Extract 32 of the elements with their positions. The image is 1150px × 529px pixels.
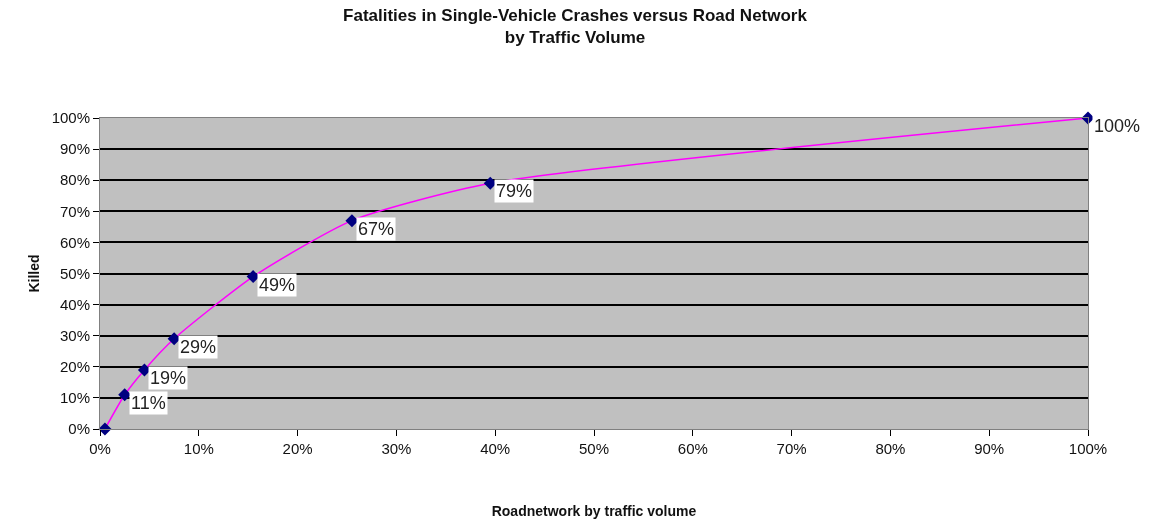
x-tick-label: 70% (776, 440, 807, 457)
x-tick-label: 60% (677, 440, 708, 457)
x-tick-label: 100% (1068, 440, 1108, 457)
y-tick-label: 50% (59, 264, 90, 282)
x-tick-label: 30% (381, 440, 412, 457)
data-label: 79% (496, 181, 533, 201)
data-label: 19% (150, 368, 187, 388)
y-tick-label: 0% (68, 420, 90, 438)
data-label: 11% (131, 393, 166, 413)
y-tick-label: 60% (59, 233, 90, 251)
x-tick-label: 10% (183, 440, 214, 457)
x-tick-label: 50% (578, 440, 610, 457)
y-tick-label: 10% (59, 389, 90, 407)
data-label: 67% (358, 219, 395, 239)
y-axis-title: Killed (26, 254, 43, 293)
x-tick-label: 40% (480, 440, 511, 457)
y-tick-label: 70% (59, 202, 90, 220)
data-label: 29% (180, 337, 217, 357)
x-tick-label: 80% (875, 440, 906, 457)
y-tick-label: 100% (51, 109, 90, 127)
x-axis-title: Roadnetwork by traffic volume (491, 503, 697, 520)
y-tick-label: 30% (59, 326, 90, 344)
y-tick-label: 90% (59, 140, 90, 158)
y-tick-label: 20% (59, 358, 90, 376)
x-tick-label: 90% (974, 440, 1005, 457)
y-tick-label: 40% (59, 295, 90, 313)
data-label: 100% (1094, 116, 1141, 136)
chart-title: Fatalities in Single-Vehicle Crashes versus Road Network by Traffic Volume (343, 6, 808, 48)
data-label: 49% (259, 275, 296, 295)
y-tick-label: 80% (59, 171, 90, 189)
x-tick-label: 0% (89, 440, 111, 457)
x-tick-label: 20% (282, 440, 313, 457)
